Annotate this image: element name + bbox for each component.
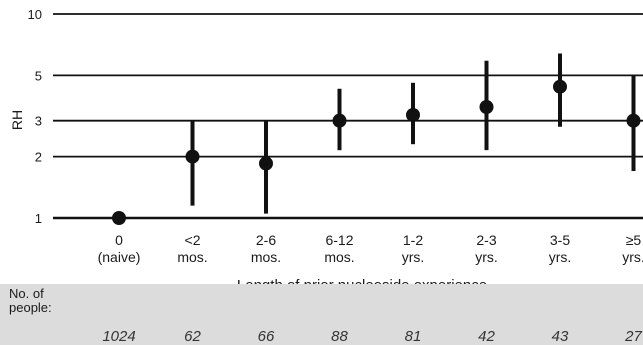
count-value: 43 [551,328,569,345]
x-tick-label: 0 [115,232,123,248]
data-point [185,149,200,164]
count-value: 42 [478,328,495,345]
count-value: 81 [404,328,422,345]
y-tick-label: 1 [35,211,42,226]
x-tick-label: yrs. [475,249,498,265]
y-tick-label: 3 [35,114,42,129]
y-tick-label: 5 [35,68,42,83]
data-point [332,113,347,128]
data-point [553,79,567,94]
y-tick-label: 10 [28,7,42,22]
y-axis-label: RH [9,110,25,130]
x-tick-label: yrs. [549,249,572,265]
x-tick-label: 2-3 [476,232,496,248]
data-point [406,107,420,122]
data-point [479,100,494,115]
x-tick-label: mos. [251,249,281,265]
counts-row-label: No. of people: [9,286,52,315]
x-tick-label: mos. [324,249,354,265]
x-tick-label: mos. [177,249,207,265]
data-point [259,156,273,171]
x-tick-label: yrs. [402,249,425,265]
x-tick-label: (naive) [98,249,141,265]
y-tick-label: 2 [35,150,42,165]
x-tick-label: yrs. [622,249,643,265]
count-value: 88 [331,328,348,345]
x-tick-label: 3-5 [550,232,570,248]
data-point [626,113,641,128]
count-value: 66 [257,328,275,345]
x-tick-label: <2 [185,232,201,248]
count-value: 27 [625,328,642,345]
count-value: 1024 [102,328,136,345]
data-point [112,211,126,225]
x-tick-label: 6-12 [325,232,353,248]
count-value: 62 [184,328,201,345]
x-tick-label: 1-2 [403,232,423,248]
x-tick-label: ≥5 [626,232,642,248]
x-tick-label: 2-6 [256,232,276,248]
counts-band: No. of people: 1024 62 66 88 81 42 43 27 [0,284,643,345]
